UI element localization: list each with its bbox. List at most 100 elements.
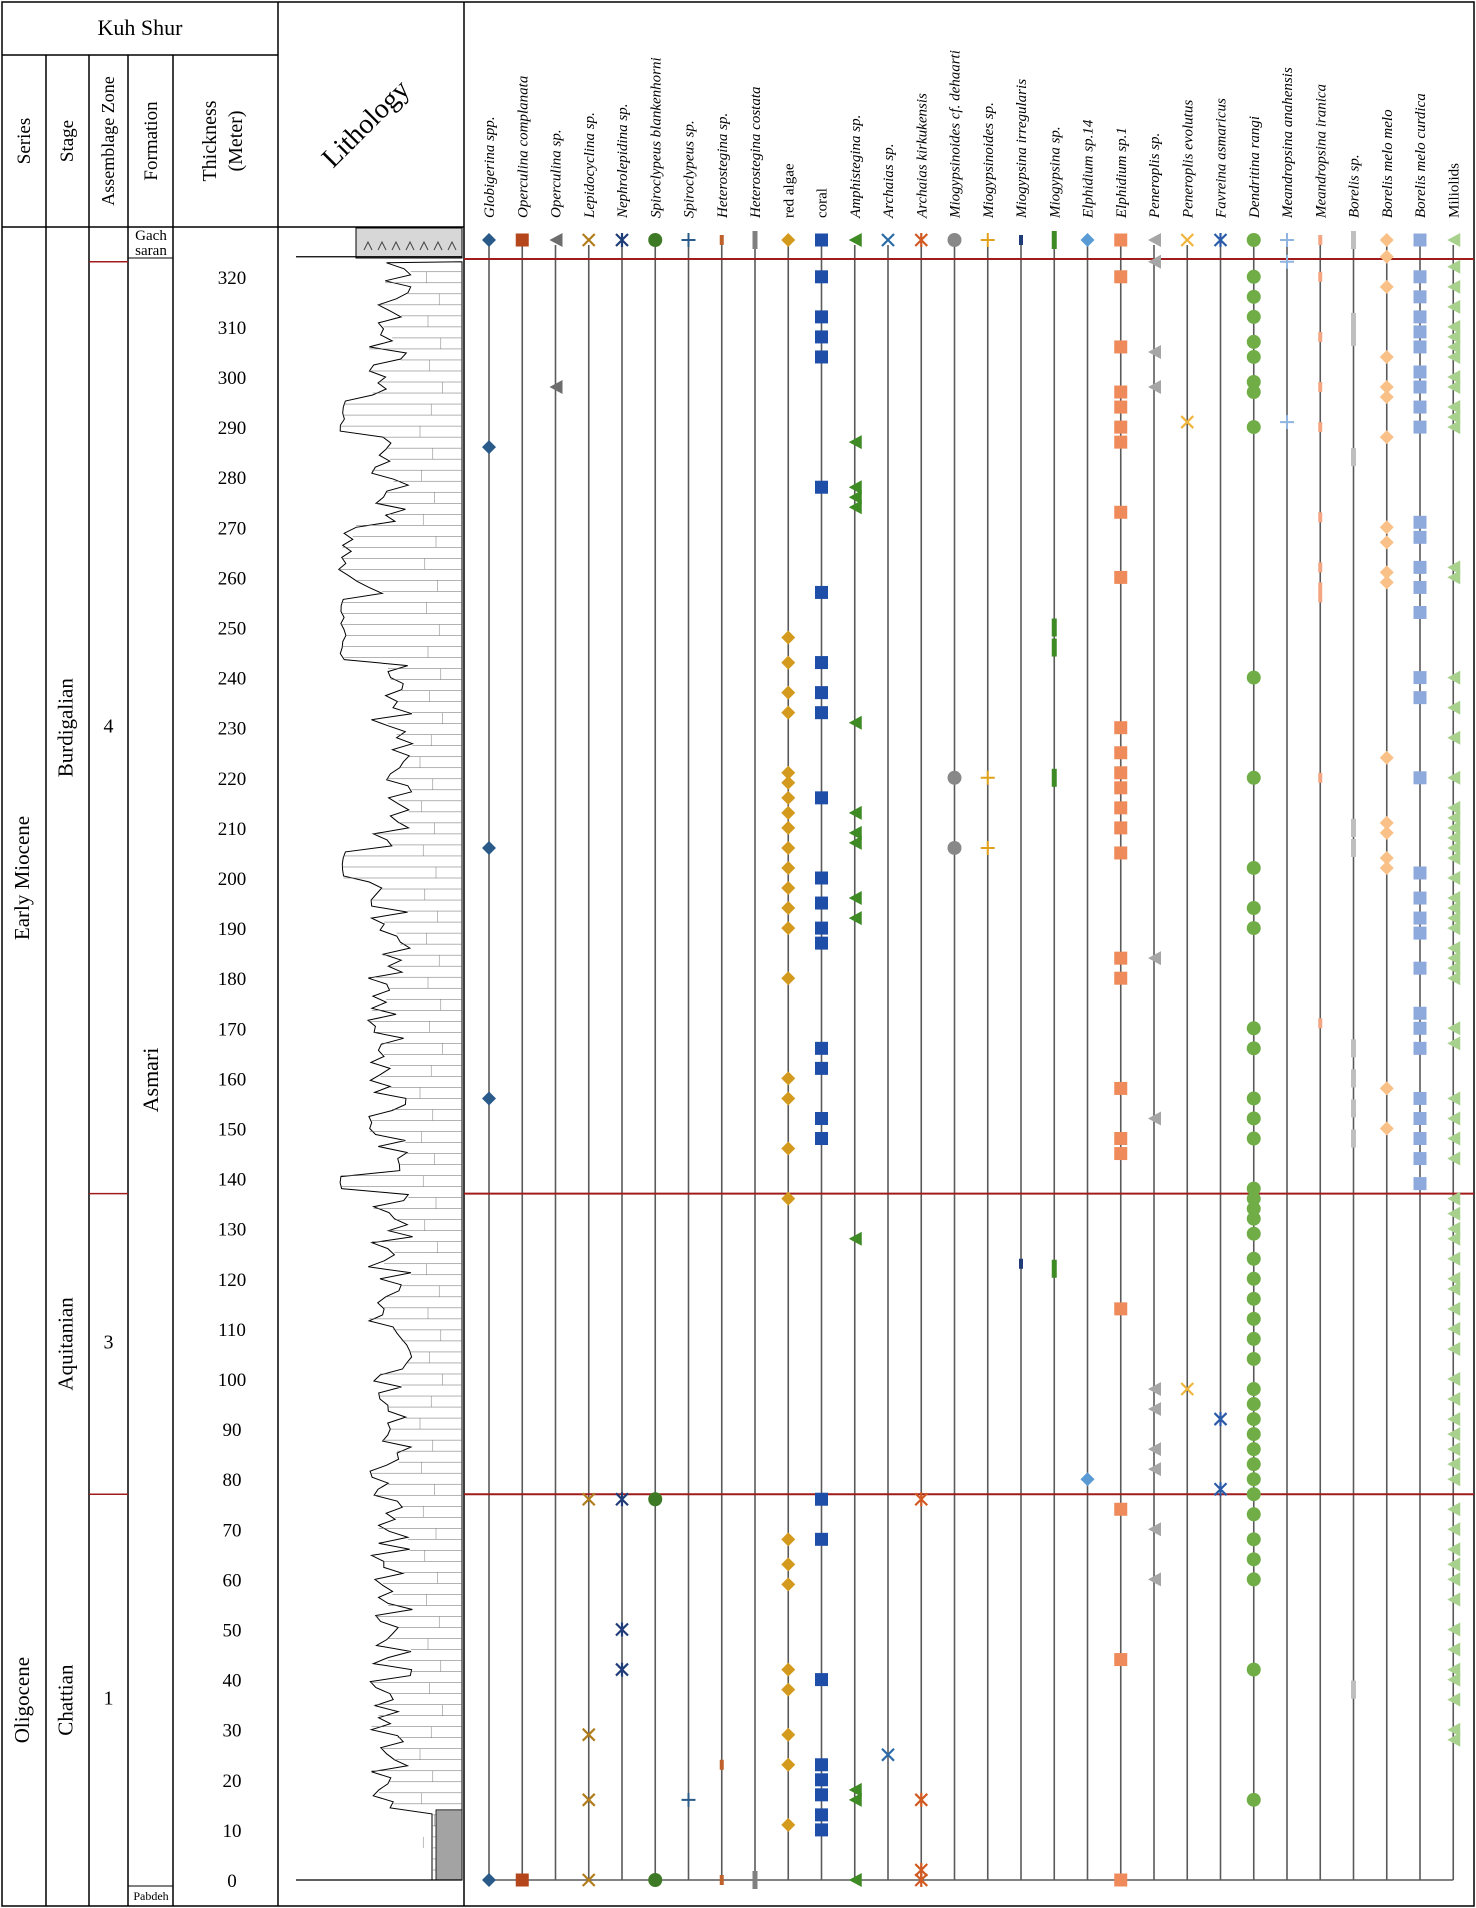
zone-unit-3: 3 (104, 1332, 114, 1354)
occurrence-miogypsinoides-sp (980, 840, 995, 855)
occurrence-miliolids (1447, 1442, 1461, 1457)
occurrence-miliolids (1447, 1642, 1461, 1657)
occurrence-red-algae (781, 1141, 796, 1156)
occurrence-borelis-melo-melo (1379, 825, 1394, 840)
occurrence-coral (815, 706, 828, 720)
occurrence-dendritina-rangi (1246, 1271, 1261, 1286)
occurrence-peneroplis-sp (1148, 1442, 1161, 1457)
occurrence-miliolids (1447, 951, 1461, 966)
thickness-tick-40: 40 (223, 1671, 242, 1692)
occurrence-dendritina-rangi (1246, 1457, 1261, 1472)
occurrence-peneroplis-sp (1148, 951, 1161, 966)
occurrence-borelis-sp (1351, 312, 1356, 331)
occurrence-meandropsina-anahensis (1280, 254, 1294, 269)
occurrence-dendritina-rangi (1246, 1111, 1261, 1126)
occurrence-borelis-melo-curdica (1413, 270, 1427, 284)
occurrence-miliolids (1447, 971, 1461, 986)
occurrence-archaias-kirkukensis (914, 1862, 929, 1877)
occurrence-dendritina-rangi (1246, 349, 1261, 364)
occurrence-borelis-melo-melo (1379, 380, 1394, 395)
occurrence-elphidium-sp-1 (1114, 746, 1128, 760)
occurrence-coral (815, 1773, 828, 1787)
occurrence-borelis-melo-curdica (1413, 310, 1427, 324)
legend-symbol-meandropsina-iranica (1318, 235, 1323, 245)
occurrence-borelis-melo-curdica (1413, 771, 1427, 785)
occurrence-borelis-melo-curdica (1413, 1132, 1427, 1146)
occurrence-dendritina-rangi (1246, 1191, 1261, 1206)
legend-symbol-heterostegina-sp (719, 235, 724, 245)
stage-unit-chattian: Chattian (53, 1664, 77, 1736)
occurrence-borelis-melo-melo (1379, 565, 1394, 580)
occurrence-elphidium-sp-1 (1114, 821, 1128, 835)
occurrence-miliolids (1447, 1221, 1461, 1236)
occurrence-peneroplis-sp (1148, 344, 1161, 359)
occurrence-coral (815, 896, 828, 910)
taxon-label-spiroclypeus-blankenhorni: Spiroclypeus blankenhorni (648, 57, 664, 218)
occurrence-miliolids (1447, 319, 1461, 334)
occurrence-red-algae (781, 1071, 796, 1086)
legend-symbol-favreina-asmaricus (1213, 233, 1228, 247)
occurrence-miliolids (1447, 1372, 1461, 1386)
anhydrite-mark (405, 240, 415, 251)
occurrence-meandropsina-iranica (1318, 382, 1323, 393)
occurrence-red-algae (781, 705, 796, 720)
occurrence-elphidium-sp-1 (1114, 505, 1128, 519)
occurrence-red-algae (781, 765, 796, 780)
occurrence-elphidium-sp-1 (1114, 781, 1128, 795)
occurrence-miliolids (1447, 820, 1461, 835)
legend-symbol-miogypsina-irregularis (1019, 235, 1023, 245)
occurrence-meandropsina-iranica (1318, 331, 1323, 342)
occurrence-miliolids (1447, 1457, 1461, 1472)
occurrence-spiroclypeus-sp (681, 1792, 696, 1807)
occurrence-dendritina-rangi (1246, 1291, 1261, 1306)
occurrence-miliolids (1447, 1131, 1461, 1146)
thickness-tick-260: 260 (218, 568, 247, 589)
occurrence-miliolids (1447, 941, 1461, 956)
legend-symbol-amphistegina-sp (848, 233, 862, 247)
occurrence-coral (815, 330, 828, 344)
occurrence-meandropsina-iranica (1318, 512, 1323, 523)
occurrence-lepidocyclina-sp (581, 1492, 596, 1507)
occurrence-amphistegina-sp (848, 500, 862, 515)
occurrence-elphidium-sp-14 (1080, 1472, 1095, 1487)
legend-symbol-operculina-complanata (515, 233, 529, 247)
occurrence-miliolids (1447, 1251, 1461, 1266)
occurrence-dendritina-rangi (1246, 1181, 1261, 1196)
taxon-label-lepidocyclina-sp: Lepidocyclina sp. (582, 112, 598, 219)
legend-symbol-archaias-sp (881, 233, 895, 247)
occurrence-miliolids (1447, 1111, 1461, 1126)
formation-gachsaran: Gach (135, 228, 167, 244)
series-unit-early-miocene: Early Miocene (10, 816, 34, 940)
gachsaran-unit (355, 227, 463, 259)
occurrence-peneroplis-sp (1148, 1522, 1161, 1537)
occurrence-borelis-melo-melo (1379, 1121, 1394, 1136)
occurrence-elphidium-sp-1 (1114, 951, 1128, 965)
taxon-label-borelis-melo-melo: Borelis melo melo (1380, 109, 1396, 218)
occurrence-miliolids (1447, 1662, 1461, 1677)
occurrence-archaias-kirkukensis (914, 1792, 929, 1807)
occurrence-heterostegina-sp (719, 1759, 724, 1770)
occurrence-elphidium-sp-1 (1114, 400, 1128, 414)
occurrence-archaias-sp (881, 1747, 895, 1762)
thickness-tick-180: 180 (218, 969, 247, 990)
occurrence-coral (815, 310, 828, 324)
occurrence-borelis-melo-curdica (1413, 1177, 1427, 1191)
occurrence-miliolids (1447, 830, 1461, 845)
occurrence-red-algae (781, 1817, 796, 1832)
legend-symbol-spiroclypeus-blankenhorni (648, 233, 663, 247)
occurrence-red-algae (781, 1091, 796, 1106)
occurrence-dendritina-rangi (1246, 921, 1261, 936)
occurrence-borelis-melo-curdica (1413, 605, 1427, 619)
occurrence-favreina-asmaricus (1213, 1482, 1228, 1497)
occurrence-coral (815, 480, 828, 494)
occurrence-red-algae (781, 901, 796, 916)
occurrence-miliolids (1447, 339, 1461, 354)
thickness-tick-160: 160 (218, 1069, 247, 1090)
legend-symbol-dendritina-rangi (1246, 233, 1261, 247)
occurrence-globigerina-spp (482, 1091, 496, 1106)
occurrence-dendritina-rangi (1246, 1201, 1261, 1216)
lithology-column (296, 227, 463, 1881)
occurrence-borelis-melo-melo (1379, 575, 1394, 590)
occurrence-dendritina-rangi (1246, 334, 1261, 349)
legend-symbol-miliolids (1447, 233, 1461, 247)
